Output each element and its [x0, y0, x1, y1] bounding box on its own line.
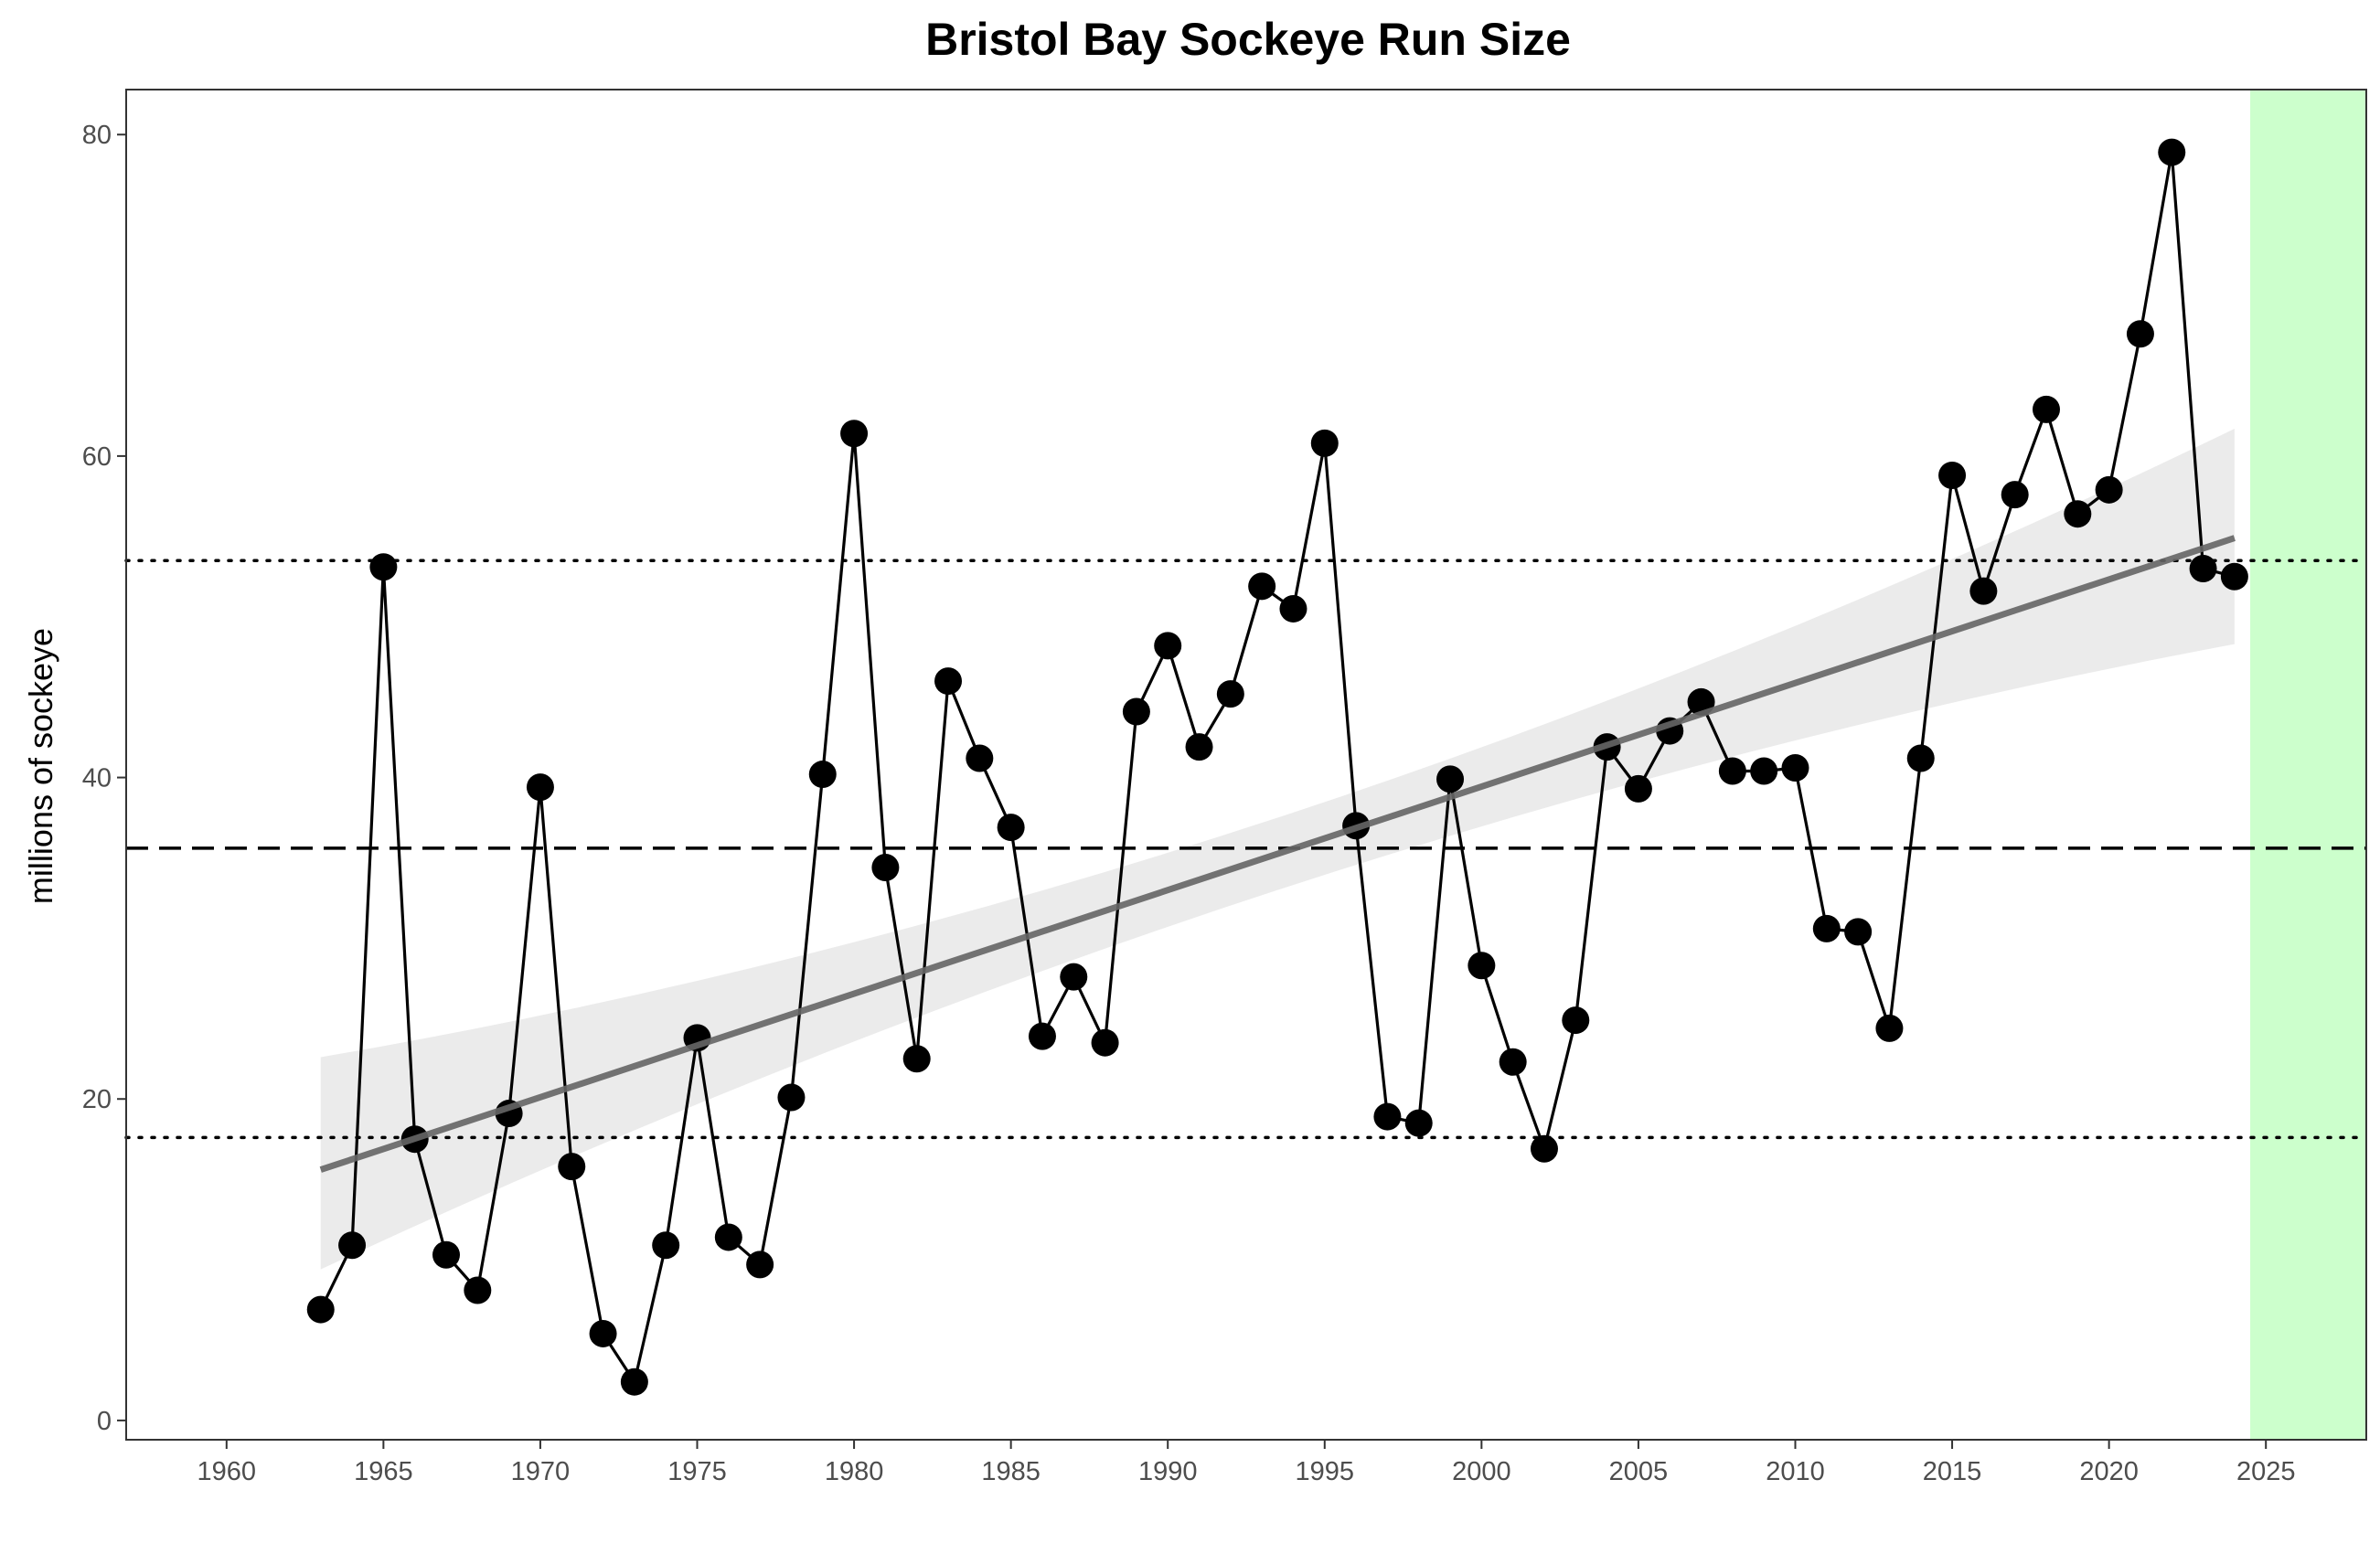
data-point	[1530, 1134, 1558, 1163]
y-axis: 0 20 40 60 80	[82, 121, 126, 1436]
x-tick-label: 1985	[981, 1457, 1041, 1486]
x-tick-label: 1995	[1296, 1457, 1355, 1486]
x-tick-label: 1975	[667, 1457, 727, 1486]
data-point	[1310, 429, 1339, 457]
x-tick-label: 2005	[1609, 1457, 1669, 1486]
x-tick-label: 1980	[825, 1457, 884, 1486]
data-point	[808, 761, 837, 789]
chart-title: Bristol Bay Sockeye Run Size	[925, 14, 1571, 65]
data-point	[558, 1153, 586, 1181]
y-tick-label: 20	[82, 1085, 112, 1114]
trend-line	[319, 535, 2236, 1173]
y-tick-label: 80	[82, 121, 112, 150]
x-tick-label: 1965	[354, 1457, 413, 1486]
data-point	[714, 1223, 742, 1251]
data-point	[777, 1083, 806, 1112]
data-point	[1938, 462, 1967, 489]
y-tick-label: 0	[97, 1407, 112, 1436]
data-point	[1844, 918, 1873, 946]
x-tick-label: 1990	[1138, 1457, 1198, 1486]
y-tick-label: 40	[82, 764, 112, 793]
data-point	[526, 773, 554, 802]
data-point	[997, 814, 1025, 842]
data-point	[1875, 1014, 1904, 1042]
data-point	[2189, 554, 2217, 582]
x-tick-label: 2000	[1452, 1457, 1511, 1486]
series-line	[319, 150, 2236, 1384]
data-point	[589, 1319, 617, 1347]
data-point	[2220, 562, 2248, 591]
series-points	[306, 138, 2248, 1396]
data-point	[2126, 320, 2154, 348]
data-point	[1436, 765, 1465, 793]
data-point	[1154, 632, 1182, 660]
data-point	[1467, 952, 1496, 980]
data-point	[1216, 680, 1244, 708]
data-point	[464, 1276, 492, 1304]
plot-border	[125, 89, 2367, 1441]
data-point	[871, 854, 900, 882]
data-point	[1812, 914, 1841, 942]
data-point	[1404, 1109, 1433, 1137]
x-tick-label: 2020	[2079, 1457, 2139, 1486]
data-point	[2064, 500, 2092, 528]
data-point	[652, 1231, 680, 1260]
data-point	[306, 1295, 335, 1324]
data-point	[1373, 1102, 1402, 1131]
x-tick-label: 1970	[511, 1457, 571, 1486]
data-point	[1122, 697, 1150, 726]
data-point	[2095, 475, 2123, 504]
highlight-region	[2250, 90, 2366, 1440]
data-point	[840, 420, 869, 448]
data-point	[620, 1368, 648, 1396]
data-point	[902, 1045, 931, 1073]
data-point	[1279, 594, 1307, 623]
data-point	[1718, 757, 1746, 785]
x-axis: 1960 1965 1970 1975 1980 1985 1990 1995 2000 2005…	[197, 1440, 2296, 1486]
data-point	[1781, 754, 1809, 782]
confidence-band	[320, 429, 2235, 1270]
y-axis-title: millions of sockeye	[22, 628, 59, 904]
data-point	[1624, 774, 1652, 803]
y-tick-label: 60	[82, 442, 112, 472]
data-point	[369, 553, 398, 581]
data-point	[2001, 481, 2029, 509]
data-point	[1091, 1028, 1119, 1057]
data-point	[1562, 1006, 1590, 1035]
data-point	[432, 1240, 460, 1269]
x-tick-label: 1960	[197, 1457, 257, 1486]
data-point	[1028, 1022, 1056, 1050]
data-point	[966, 744, 994, 772]
data-point	[338, 1231, 367, 1260]
data-point	[934, 667, 963, 696]
data-point	[1969, 577, 1998, 605]
data-point	[1750, 757, 1778, 785]
data-point	[1906, 744, 1935, 772]
x-tick-label: 2010	[1766, 1457, 1825, 1486]
plot-area: 1960 1965 1970 1975 1980 1985 1990 1995 2000 2005…	[82, 89, 2368, 1486]
data-point	[2158, 138, 2186, 166]
data-point	[2033, 395, 2060, 423]
data-point	[1499, 1048, 1527, 1076]
x-tick-label: 2015	[1923, 1457, 1982, 1486]
data-point	[1248, 572, 1276, 601]
data-point	[746, 1251, 774, 1279]
data-point	[1060, 963, 1088, 991]
data-point	[1185, 733, 1213, 761]
x-tick-label: 2025	[2236, 1457, 2296, 1486]
